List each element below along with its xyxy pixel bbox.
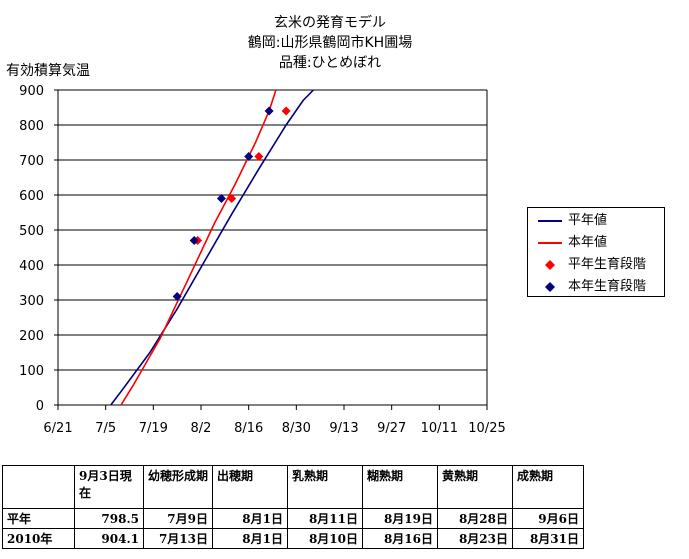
chart-title-line1: 玄米の発育モデル — [274, 15, 386, 31]
table-header-cell: 乳熟期 — [287, 465, 363, 509]
table-cell: 9月6日 — [512, 508, 584, 529]
table-header-cell: 9月3日現在 — [74, 465, 144, 509]
x-tick-labels: 6/21 7/5 7/19 8/2 8/16 8/30 9/13 9/27 10/11 10/25 — [43, 421, 505, 436]
y-tick-label: 500 — [19, 224, 44, 239]
table-cell: 8月1日 — [212, 528, 288, 549]
legend-line-icon — [538, 220, 562, 222]
legend-item-normal-line: 平年値 — [528, 210, 664, 232]
x-tick-label: 10/11 — [421, 421, 458, 436]
y-tick-label: 600 — [19, 189, 44, 204]
y-tick-label: 900 — [19, 84, 44, 99]
table-cell: 8月11日 — [287, 508, 363, 529]
x-tick-label: 7/5 — [95, 421, 116, 436]
stage-marker — [189, 236, 199, 245]
table-row: 平年 798.5 7月9日 8月1日 8月11日 8月19日 8月28日 9月6… — [2, 508, 584, 529]
series-line-0 — [110, 89, 314, 406]
table-header-cell: 幼穂形成期 — [143, 465, 213, 509]
series-markers — [172, 106, 291, 301]
x-tick-label: 9/27 — [377, 421, 406, 436]
table-cell: 904.1 — [74, 528, 144, 549]
table-cell: 7月13日 — [143, 528, 213, 549]
y-axis-label: 有効積算気温 — [6, 63, 90, 79]
table-cell: 2010年 — [2, 528, 75, 549]
legend-label: 本年生育段階 — [568, 279, 647, 294]
y-tick-label: 700 — [19, 154, 44, 169]
chart-title-line3: 品種:ひとめぼれ — [278, 55, 382, 71]
x-tick-label: 6/21 — [43, 421, 72, 436]
chart-title-line2: 鶴岡:山形県鶴岡市KH圃場 — [247, 35, 413, 51]
legend-label: 平年生育段階 — [568, 257, 647, 272]
table-cell: 798.5 — [74, 508, 144, 529]
table-header-cell: 出穂期 — [212, 465, 288, 509]
y-tick-label: 300 — [19, 294, 44, 309]
grid-lines — [58, 89, 487, 371]
legend-label: 本年値 — [568, 235, 608, 250]
legend: 平年値 本年値 平年生育段階 本年生育段階 — [527, 207, 665, 297]
chart: 0 100 200 300 400 500 600 700 800 900 6/21 7/5 7/19… — [19, 84, 506, 436]
table-header-cell — [2, 465, 75, 509]
legend-diamond-icon — [545, 282, 555, 292]
legend-item-normal-stage: 平年生育段階 — [528, 254, 664, 276]
y-tick-label: 200 — [19, 329, 44, 344]
table-header-cell: 成熟期 — [512, 465, 584, 509]
x-tick-label: 9/13 — [329, 421, 358, 436]
legend-item-current-stage: 本年生育段階 — [528, 276, 664, 298]
x-tick-label: 8/2 — [191, 421, 212, 436]
table-cell: 7月9日 — [143, 508, 213, 529]
table-header-cell: 糊熟期 — [362, 465, 438, 509]
stage-marker — [244, 152, 254, 161]
series-lines — [110, 89, 314, 406]
y-tick-label: 800 — [19, 119, 44, 134]
y-tick-label: 0 — [36, 399, 44, 414]
growth-stage-table: 9月3日現在 幼穂形成期 出穂期 乳熟期 糊熟期 黄熟期 成熟期 平年 798.… — [2, 465, 584, 549]
legend-diamond-icon — [545, 260, 555, 270]
legend-line-icon — [538, 242, 562, 244]
table-cell: 8月19日 — [362, 508, 438, 529]
stage-marker — [227, 194, 237, 203]
table-cell: 8月23日 — [437, 528, 513, 549]
table-cell: 8月10日 — [287, 528, 363, 549]
table-header-row: 9月3日現在 幼穂形成期 出穂期 乳熟期 糊熟期 黄熟期 成熟期 — [2, 465, 584, 509]
y-tick-labels: 0 100 200 300 400 500 600 700 800 900 — [19, 84, 44, 414]
stage-marker — [254, 152, 264, 161]
table-cell: 8月28日 — [437, 508, 513, 529]
table-row: 2010年 904.1 7月13日 8月1日 8月10日 8月16日 8月23日… — [2, 528, 584, 549]
x-tick-label: 10/25 — [468, 421, 505, 436]
table-cell: 8月16日 — [362, 528, 438, 549]
legend-label: 平年値 — [568, 213, 608, 228]
series-line-1 — [120, 89, 277, 406]
stage-marker — [216, 194, 226, 203]
table-cell: 8月1日 — [212, 508, 288, 529]
y-tick-label: 100 — [19, 364, 44, 379]
stage-marker — [264, 106, 274, 116]
stage-marker — [281, 106, 291, 116]
table-header-cell: 黄熟期 — [437, 465, 513, 509]
legend-item-current-line: 本年値 — [528, 232, 664, 254]
stage-marker — [172, 292, 182, 301]
x-tick-label: 8/30 — [282, 421, 311, 436]
y-tick-label: 400 — [19, 259, 44, 274]
table-cell: 8月31日 — [512, 528, 584, 549]
x-tick-label: 7/19 — [139, 421, 168, 436]
x-tick-label: 8/16 — [234, 421, 263, 436]
axes — [54, 89, 488, 410]
table-cell: 平年 — [2, 508, 75, 529]
